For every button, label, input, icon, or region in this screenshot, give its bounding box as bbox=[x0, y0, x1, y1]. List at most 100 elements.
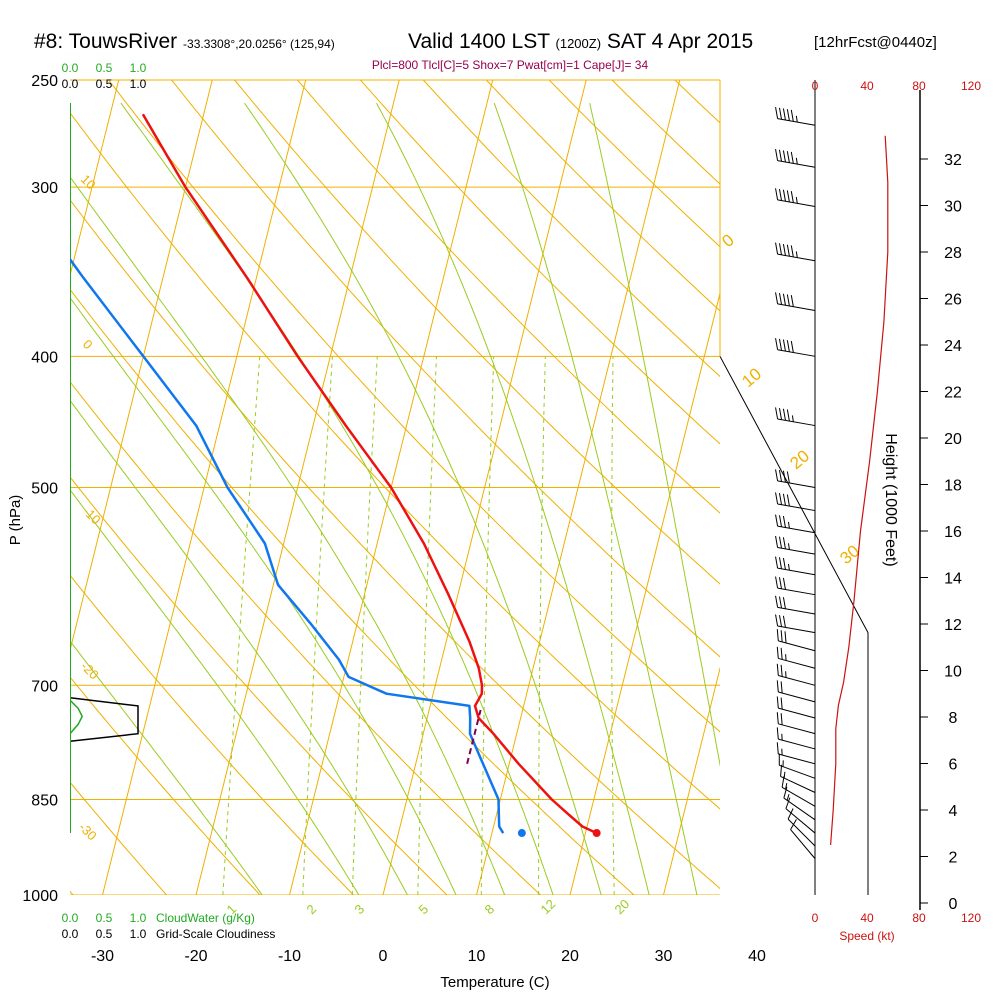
barb-shaft bbox=[778, 707, 816, 719]
barb-flag-full bbox=[778, 536, 783, 549]
temperature-tick-label: -20 bbox=[184, 948, 207, 965]
mixing-ratio-label: 20 bbox=[612, 896, 633, 917]
barb-flag-full bbox=[787, 808, 794, 820]
height-tick-label: 4 bbox=[949, 803, 958, 820]
barb-flag-full bbox=[780, 630, 783, 642]
barb-flag-full bbox=[786, 294, 790, 307]
barb-shaft bbox=[787, 818, 816, 847]
height-tick-label: 26 bbox=[944, 292, 962, 309]
speed-tick-label: 80 bbox=[912, 79, 926, 93]
wind-barb bbox=[775, 149, 816, 168]
isotherm-line bbox=[757, 80, 960, 895]
barb-flag-full bbox=[780, 764, 783, 777]
dry-adiabat-line bbox=[0, 56, 3, 924]
dry-adiabat-line bbox=[70, 199, 720, 890]
height-tick-label: 2 bbox=[949, 850, 958, 867]
temperature-line bbox=[141, 113, 598, 835]
wind-barb bbox=[775, 338, 816, 357]
barb-flag-full bbox=[782, 515, 786, 528]
barb-flag-half bbox=[787, 543, 790, 550]
barb-flag-full bbox=[775, 149, 779, 161]
pressure-tick-label: 1000 bbox=[22, 888, 58, 905]
wind-barb bbox=[775, 469, 816, 488]
cloudiness-tick-label: 0.0 bbox=[62, 77, 79, 91]
wind-barb bbox=[775, 595, 816, 615]
dry-adiabat-line bbox=[70, 288, 635, 895]
speed-tick-label: 40 bbox=[860, 79, 874, 93]
barb-flag-full bbox=[782, 577, 786, 590]
wind-barb bbox=[776, 629, 816, 652]
barb-flag-full bbox=[775, 576, 779, 589]
barb-flag-full bbox=[776, 646, 779, 659]
chart-title-station: #8: TouwsRiver -33.3308°,20.0256° (125,9… bbox=[34, 30, 335, 54]
wind-barb bbox=[776, 680, 816, 703]
barb-flag-full bbox=[782, 150, 786, 163]
barb-flag-half bbox=[787, 563, 790, 571]
height-tick-label: 32 bbox=[944, 152, 962, 169]
barb-flag-full bbox=[778, 149, 783, 162]
dry-adiabat-label: -20 bbox=[78, 659, 102, 683]
moist-adiabat-line bbox=[244, 102, 602, 895]
barb-flag-full bbox=[790, 295, 794, 307]
barb-shaft bbox=[778, 738, 816, 750]
y-axis-label: P (hPa) bbox=[7, 495, 24, 546]
dewpoint-line bbox=[70, 257, 505, 834]
dry-adiabat-line bbox=[70, 111, 720, 810]
barb-flag-full bbox=[790, 245, 794, 258]
barb-flag-full bbox=[785, 797, 791, 809]
barb-shaft bbox=[780, 775, 816, 793]
dry-adiabat-line bbox=[108, 80, 720, 733]
temperature-tick-label: 0 bbox=[379, 948, 388, 965]
cloudiness-tick-label: 1.0 bbox=[130, 77, 147, 91]
pressure-tick-label: 700 bbox=[31, 678, 58, 695]
mixing-ratio-label: 8 bbox=[482, 901, 498, 917]
barb-flag-half bbox=[783, 771, 786, 779]
barb-flag-full bbox=[775, 469, 779, 481]
wind-barb bbox=[775, 535, 816, 555]
moist-adiabat-label: 0 bbox=[718, 230, 737, 251]
barb-flag-half bbox=[795, 115, 798, 123]
barb-flag-half bbox=[795, 157, 798, 165]
height-tick-label: 22 bbox=[944, 385, 962, 402]
wind-barb bbox=[783, 786, 816, 821]
forecast-label: [12hrFcst@0440z] bbox=[814, 34, 937, 51]
wind-barb bbox=[776, 727, 816, 750]
wind-speed-line bbox=[830, 135, 889, 845]
temperature-tick-label: -10 bbox=[278, 948, 301, 965]
speed-tick-label: 0 bbox=[812, 911, 819, 925]
cloudiness-tick-label: 0.0 bbox=[62, 927, 79, 941]
barb-flag-full bbox=[778, 292, 783, 305]
temperature-tick-label: 40 bbox=[748, 948, 766, 965]
cloud-water-tick-label: 0.5 bbox=[96, 61, 113, 75]
barb-flag-full bbox=[775, 338, 779, 350]
barb-shaft bbox=[781, 786, 816, 807]
barb-shaft bbox=[779, 764, 816, 779]
barb-flag-full bbox=[778, 408, 783, 420]
barb-shaft bbox=[778, 691, 816, 703]
barb-flag-full bbox=[778, 515, 783, 527]
speed-tick-label: 120 bbox=[961, 911, 981, 925]
barb-flag-full bbox=[778, 107, 783, 120]
barb-flag-full bbox=[786, 409, 790, 422]
dry-adiabat-line bbox=[70, 476, 448, 895]
panel-boundary-line bbox=[719, 356, 869, 895]
speed-axis-label: Speed (kt) bbox=[839, 929, 894, 943]
barb-flag-full bbox=[782, 493, 786, 506]
mixing-ratio-label: 3 bbox=[352, 901, 368, 917]
wind-barb bbox=[787, 808, 816, 847]
barb-flag-full bbox=[780, 697, 783, 710]
mixing-ratio-label: 5 bbox=[416, 901, 432, 917]
wind-barb bbox=[775, 514, 816, 534]
dry-adiabat-line bbox=[170, 80, 720, 658]
barb-flag-full bbox=[782, 243, 786, 256]
moist-adiabat-line bbox=[493, 102, 698, 895]
wind-barb bbox=[775, 292, 816, 311]
barb-shaft bbox=[777, 418, 816, 427]
isotherm-line bbox=[569, 291, 720, 895]
dry-adiabat-line bbox=[70, 781, 168, 895]
surface-dewpoint-point bbox=[517, 829, 526, 838]
mixing-ratio-line bbox=[417, 356, 437, 895]
barb-flag-full bbox=[782, 597, 786, 609]
barb-flag-full bbox=[775, 535, 779, 548]
barb-shaft bbox=[777, 303, 816, 311]
